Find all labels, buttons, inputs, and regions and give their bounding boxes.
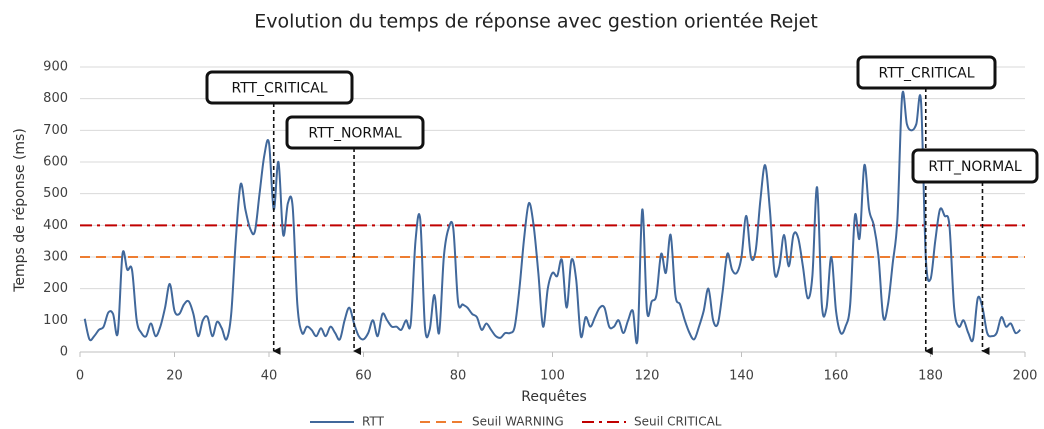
x-tick-label: 160	[824, 369, 849, 384]
annotation-box	[856, 55, 997, 90]
annotation-box	[205, 70, 354, 105]
y-tick-label: 800	[43, 91, 68, 106]
x-tick-label: 200	[1013, 369, 1038, 384]
x-tick-label: 20	[166, 369, 183, 384]
y-tick-label: 200	[43, 281, 68, 296]
x-tick-label: 0	[76, 369, 84, 384]
x-tick-label: 80	[450, 369, 467, 384]
legend-label: Seuil WARNING	[472, 415, 564, 429]
y-tick-label: 100	[43, 313, 68, 328]
x-tick-label: 100	[540, 369, 565, 384]
x-tick-label: 60	[355, 369, 372, 384]
annotation-text: RTT_CRITICAL	[878, 66, 974, 82]
annotation-box	[911, 148, 1039, 184]
x-axis-title: Requêtes	[521, 389, 586, 405]
legend-label: RTT	[362, 415, 385, 429]
y-tick-label: 300	[43, 250, 68, 265]
y-tick-label: 400	[43, 218, 68, 233]
y-axis-title: Temps de réponse (ms)	[12, 128, 28, 293]
x-tick-label: 120	[635, 369, 660, 384]
y-tick-label: 700	[43, 123, 68, 138]
annotation-box	[285, 115, 425, 150]
y-tick-label: 0	[60, 345, 68, 360]
annotation-text: RTT_CRITICAL	[231, 81, 327, 97]
x-tick-label: 40	[261, 369, 278, 384]
chart-title: Evolution du temps de réponse avec gesti…	[254, 11, 818, 33]
annotation-text: RTT_NORMAL	[308, 126, 401, 142]
legend-label: Seuil CRITICAL	[634, 415, 722, 429]
x-tick-label: 140	[729, 369, 754, 384]
y-tick-label: 500	[43, 186, 68, 201]
y-tick-label: 600	[43, 155, 68, 170]
rtt-line	[83, 90, 1021, 345]
y-tick-label: 900	[43, 60, 68, 75]
x-tick-label: 180	[918, 369, 943, 384]
annotation-text: RTT_NORMAL	[928, 159, 1021, 175]
